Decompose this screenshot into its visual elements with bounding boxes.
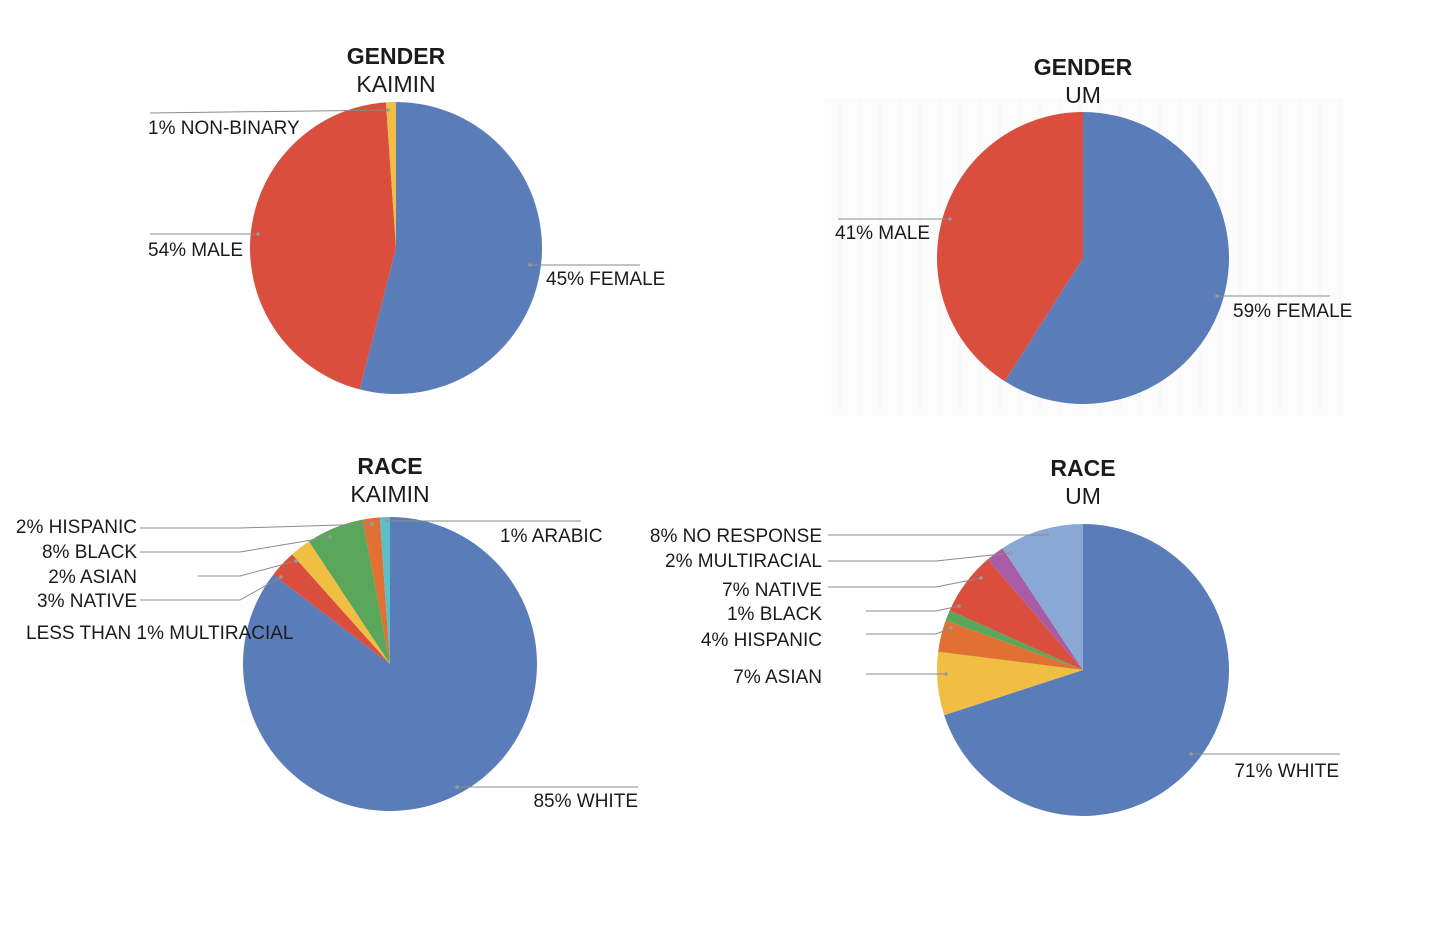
leader-dot [294,559,298,563]
chart-title: RACE [1050,455,1115,481]
leader-dot [386,108,390,112]
leader-dot [979,576,983,580]
pie-slice-female [359,101,543,394]
leader-dot [384,519,388,523]
leader-dot [328,535,332,539]
pie-slice-native [273,554,390,664]
slice-label: 4% HISPANIC [701,630,822,651]
pie-slice-asian [292,541,390,664]
chart-subtitle: UM [1065,82,1101,108]
pie-slice-arabic [379,517,390,664]
leader-dot [949,626,953,630]
leader-dot [944,672,948,676]
pie-slice-black [308,519,390,664]
pie-slice-white [242,517,537,811]
pie-slice-asian [936,651,1083,716]
chart-title: GENDER [347,43,446,69]
pie-slice-no-response [1002,524,1083,670]
chart-subtitle: UM [1065,483,1101,509]
leader-dot [957,604,961,608]
leader-line [866,605,960,612]
leader-line [140,523,373,529]
leader-line [140,536,331,553]
slice-label: 1% BLACK [727,604,822,625]
slice-label: 1% ARABIC [500,526,602,547]
slice-label: 2% MULTIRACIAL [665,551,822,572]
chart-title: RACE [357,453,422,479]
slice-label: 41% MALE [835,223,930,244]
slice-label: 45% FEMALE [546,269,665,290]
pie-slice-female [1004,112,1230,404]
slice-label: 1% NON-BINARY [148,118,300,139]
leader-line [828,577,982,588]
slice-label: 2% HISPANIC [16,517,137,538]
leader-dot [1009,551,1013,555]
leader-dot [370,522,374,526]
leader-dot [1189,752,1193,756]
slice-label: 8% BLACK [42,542,137,563]
slice-label: 85% WHITE [533,791,638,812]
slice-label: 59% FEMALE [1233,301,1352,322]
pie-slice-hispanic [938,620,1083,670]
leader-line [149,109,389,114]
leader-dot [455,785,459,789]
leader-dot [948,217,952,221]
leader-dot [279,575,283,579]
pie-slice-male [937,112,1083,382]
pie-slice-native [949,559,1083,670]
slice-label: 2% ASIAN [48,567,137,588]
leader-dot [1215,294,1219,298]
leader-dot [256,232,260,236]
leader-line [828,552,1012,562]
pie-slice-male [250,102,396,390]
leader-dot [528,263,532,267]
extra-label: LESS THAN 1% MULTIRACIAL [26,623,293,644]
leader-dot [1046,533,1050,537]
pie-slice-black [945,610,1083,670]
leader-line [866,627,952,635]
pie-slice-multiracial [987,548,1083,670]
leader-line [140,576,282,601]
chart-title: GENDER [1034,54,1133,80]
slice-label: 71% WHITE [1234,761,1339,782]
pie-slice-white [944,524,1230,816]
slice-label: 8% NO RESPONSE [650,526,822,547]
pie-slice-non-binary [385,102,396,248]
pie-slice-hispanic [362,517,390,664]
slice-label: 54% MALE [148,240,243,261]
slice-label: 7% ASIAN [733,667,822,688]
chart-subtitle: KAIMIN [350,481,429,507]
slice-label: 7% NATIVE [722,580,822,601]
leader-line [198,560,297,577]
chart-subtitle: KAIMIN [356,71,435,97]
slice-label: 3% NATIVE [37,591,137,612]
